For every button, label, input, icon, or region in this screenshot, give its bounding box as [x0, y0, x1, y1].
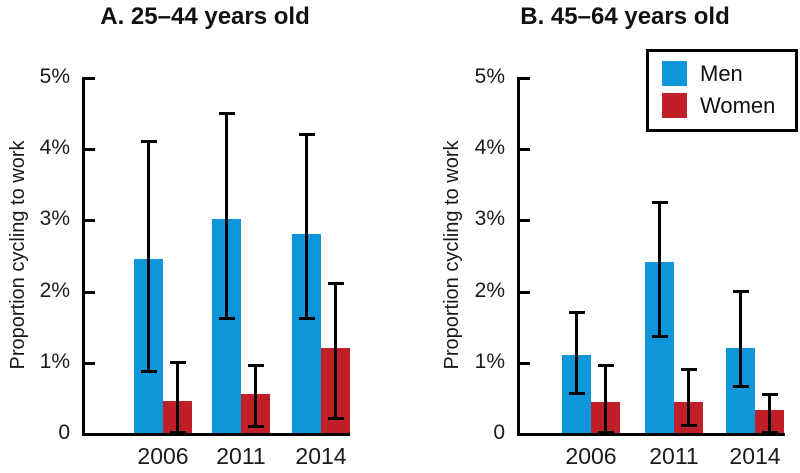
error-bar-cap-bottom — [327, 416, 344, 420]
y-tick-mark — [520, 361, 530, 365]
y-tick-label: 0 — [58, 421, 70, 444]
y-tick-label: 2% — [39, 278, 70, 302]
error-bar-line — [254, 365, 257, 428]
x-tick-label: 2014 — [295, 443, 347, 469]
error-bar-cap-top — [732, 289, 749, 293]
error-bar-cap-top — [247, 364, 264, 368]
y-tick-label: 5% — [474, 65, 505, 88]
error-bar-cap-top — [761, 392, 778, 396]
y-tick-mark — [85, 77, 95, 80]
error-bar-cap-top — [568, 310, 585, 314]
error-bar-line — [739, 290, 742, 387]
legend-label-women: Women — [700, 92, 776, 118]
error-bar-cap-top — [597, 364, 614, 368]
legend: Men Women — [646, 49, 798, 132]
error-bar-cap-top — [651, 200, 668, 204]
error-bar-cap-bottom — [218, 317, 235, 321]
error-bar-cap-bottom — [169, 431, 186, 434]
error-bar-cap-top — [327, 282, 344, 286]
y-tick-label: 0 — [493, 421, 505, 444]
error-bar-line — [334, 283, 337, 419]
y-tick-mark — [520, 433, 530, 436]
error-bar-cap-bottom — [298, 317, 315, 321]
y-tick-mark — [520, 290, 530, 294]
x-tick-label: 2011 — [216, 443, 266, 469]
y-tick-mark — [520, 219, 530, 223]
error-bar-line — [575, 311, 578, 394]
x-tick-label: 2006 — [137, 443, 189, 469]
panel-b-title: B. 45–64 years old — [520, 3, 730, 30]
y-tick-mark — [85, 290, 95, 294]
error-bar-line — [147, 141, 150, 373]
y-tick-mark — [85, 219, 95, 223]
legend-item-men: Men — [662, 61, 743, 86]
women-color-swatch — [662, 93, 687, 118]
y-tick-label: 2% — [474, 278, 505, 302]
y-tick-label: 4% — [39, 136, 70, 160]
error-bar-cap-top — [298, 132, 315, 136]
error-bar-line — [305, 133, 308, 320]
error-bar-cap-bottom — [761, 431, 778, 434]
legend-label-men: Men — [700, 60, 743, 86]
panel-a-title: A. 25–44 years old — [100, 3, 310, 30]
error-bar-cap-top — [169, 360, 186, 364]
y-tick-mark — [520, 148, 530, 152]
x-axis — [82, 433, 350, 436]
error-bar-cap-bottom — [568, 391, 585, 395]
error-bar-cap-bottom — [140, 370, 157, 374]
y-axis — [82, 77, 85, 436]
error-bar-cap-bottom — [680, 423, 697, 427]
error-bar-cap-bottom — [732, 384, 749, 388]
y-tick-mark — [520, 77, 530, 80]
legend-item-women: Women — [662, 93, 775, 118]
y-tick-mark — [85, 148, 95, 152]
error-bar-line — [225, 112, 228, 320]
y-tick-label: 3% — [474, 207, 505, 231]
y-tick-mark — [85, 361, 95, 365]
error-bar-line — [687, 368, 690, 426]
error-bar-line — [658, 201, 661, 337]
y-tick-label: 1% — [39, 349, 70, 373]
y-tick-label: 4% — [474, 136, 505, 160]
y-tick-label: 1% — [474, 349, 505, 373]
y-tick-label: 3% — [39, 207, 70, 231]
y-tick-label: 5% — [39, 65, 70, 88]
y-axis — [517, 77, 520, 436]
error-bar-cap-top — [218, 111, 235, 115]
error-bar-line — [176, 361, 179, 433]
x-axis — [517, 433, 785, 436]
y-tick-mark — [85, 433, 95, 436]
error-bar-cap-bottom — [597, 431, 614, 434]
x-tick-label: 2006 — [565, 443, 617, 469]
error-bar-cap-top — [140, 140, 157, 144]
men-color-swatch — [662, 61, 687, 86]
error-bar-cap-bottom — [247, 425, 264, 429]
error-bar-line — [768, 393, 771, 433]
error-bar-cap-top — [680, 367, 697, 371]
error-bar-line — [604, 365, 607, 433]
x-tick-label: 2011 — [649, 443, 699, 469]
x-tick-label: 2014 — [729, 443, 781, 469]
error-bar-cap-bottom — [651, 334, 668, 338]
